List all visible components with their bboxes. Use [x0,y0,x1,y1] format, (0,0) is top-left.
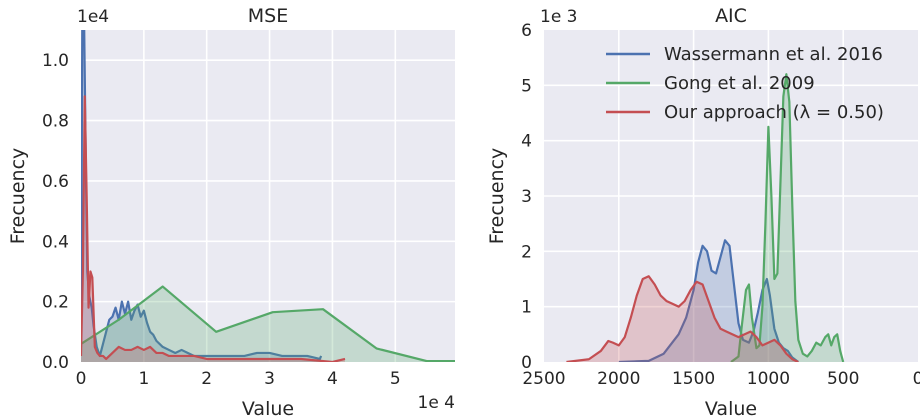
x-tick-label: 1500 [672,369,715,389]
series-line-2 [566,275,799,362]
y-tick-label: 0.4 [42,232,69,252]
x-tick-label: 0 [76,369,87,389]
series-line-0 [618,239,799,362]
x-tick-label: 2 [201,369,212,389]
series-area-2 [566,276,799,362]
y-offset-label: 1e 3 [540,7,578,27]
x-tick-label: 0 [913,369,920,389]
series-area-1 [81,286,455,362]
y-tick-label: 3 [521,187,532,207]
x-tick-label: 2000 [597,369,640,389]
y-tick-label: 2 [521,242,532,262]
x-tick-label: 4 [327,369,338,389]
x-tick-label: 1 [138,369,149,389]
chart-title: MSE [248,5,288,27]
y-tick-label: 5 [521,76,532,96]
y-axis-label: Frecuency [486,148,508,245]
x-tick-label: 2500 [522,369,565,389]
y-tick-label: 0.0 [42,353,69,373]
chart-panel-0: 0 1 2 3 4 5 0.0 0.2 0.4 0.6 0.8 1.0 MSE Value Frecuenc… [7,5,455,418]
x-tick-label: 1000 [747,369,790,389]
x-axis-label: Value [705,398,757,418]
series-line-1 [730,73,845,362]
series-area-1 [731,74,844,362]
legend-entry: Wassermann et al. 2016 [664,44,883,65]
y-tick-label: 4 [521,132,532,152]
x-tick-label: 3 [264,369,275,389]
series-line-2 [81,95,346,362]
y-tick-label: 0.6 [42,172,69,192]
series-line-1 [81,285,455,362]
legend: Wassermann et al. 2016 Gong et al. 2009 Ou… [606,44,884,123]
y-axis-label: Frecuency [7,148,29,245]
y-tick-label: 1.0 [42,51,69,71]
y-tick-label: 6 [521,21,532,41]
x-tick-label: 500 [827,369,859,389]
y-tick-label: 0 [521,353,532,373]
legend-entry: Gong et al. 2009 [664,73,815,94]
y-tick-label: 0.8 [42,112,69,132]
chart-title: AIC [715,5,747,27]
y-tick-label: 0.2 [42,293,69,313]
y-offset-label: 1e4 [77,7,109,27]
x-offset-label: 1e 4 [418,393,456,413]
y-tick-label: 1 [521,298,532,318]
legend-entry: Our approach (λ = 0.50) [664,102,884,123]
x-axis-label: Value [242,398,294,418]
chart-panel-1: 2500 2000 1500 1000 500 0 0 1 2 3 4 5 6 AIC Value Frecu… [486,5,920,418]
series-group [566,73,845,362]
series-group [81,30,455,362]
x-tick-label: 5 [390,369,401,389]
